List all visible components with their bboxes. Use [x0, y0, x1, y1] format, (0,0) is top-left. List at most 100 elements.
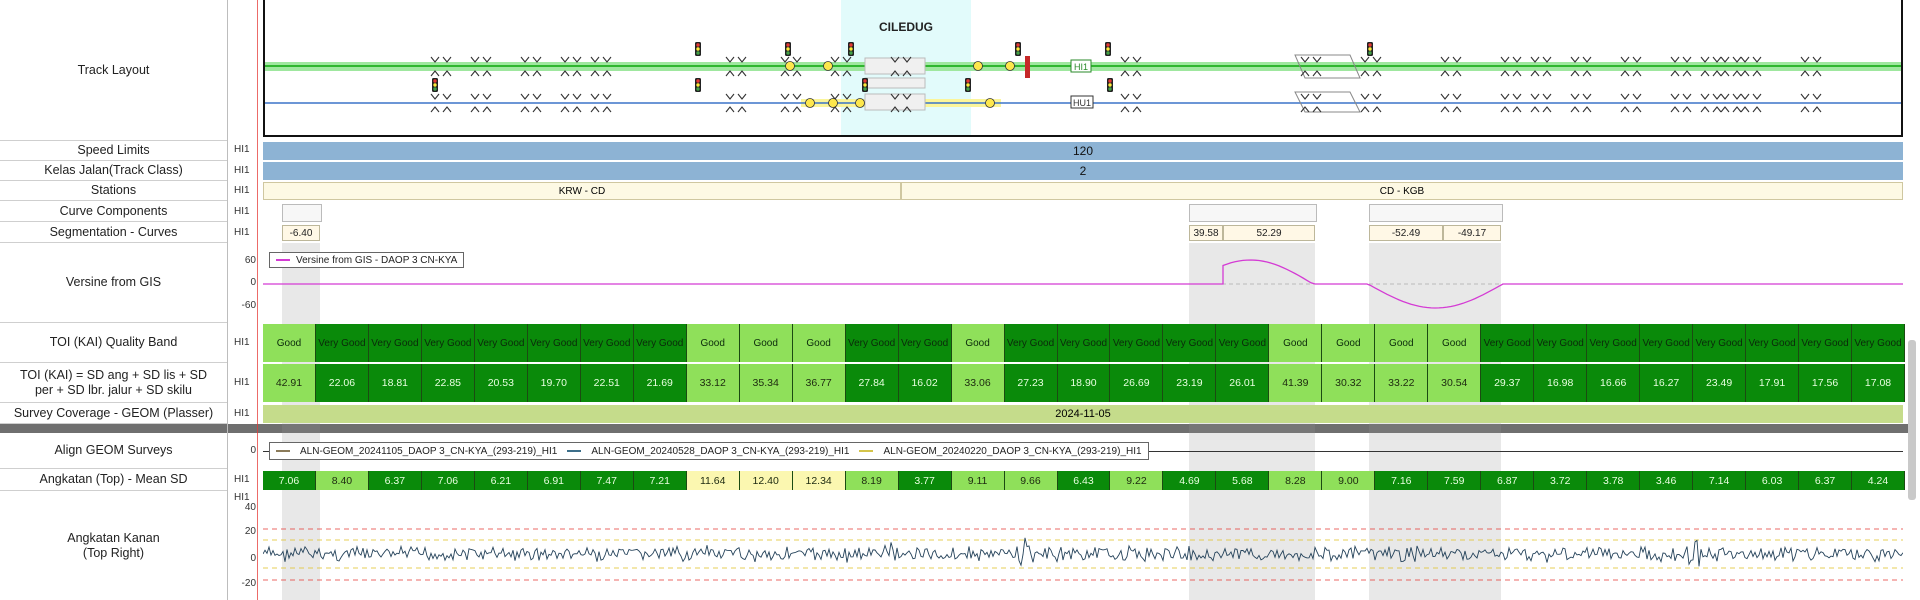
- toi-value-cell[interactable]: 27.23: [1004, 364, 1058, 402]
- toi-value-cell[interactable]: 30.54: [1428, 364, 1482, 402]
- angkatan-mean-cell[interactable]: 6.37: [368, 471, 422, 490]
- angkatan-mean-cell[interactable]: 7.47: [580, 471, 634, 490]
- toi-band-cell[interactable]: Good: [1322, 324, 1376, 362]
- toi-value-cell[interactable]: 17.08: [1852, 364, 1905, 402]
- station-segment-2[interactable]: CD - KGB: [901, 182, 1903, 200]
- angkatan-mean-cell[interactable]: 3.77: [898, 471, 952, 490]
- angkatan-mean-cell[interactable]: 3.78: [1587, 471, 1641, 490]
- angkatan-mean-cell[interactable]: 7.21: [633, 471, 687, 490]
- toi-band-cell[interactable]: Very Good: [1163, 324, 1217, 362]
- toi-band-cell[interactable]: Very Good: [1110, 324, 1164, 362]
- toi-value-cell[interactable]: 16.66: [1587, 364, 1641, 402]
- toi-band-cell[interactable]: Very Good: [1534, 324, 1588, 362]
- survey-coverage-bar[interactable]: 2024-11-05: [263, 405, 1903, 423]
- angkatan-mean-cell[interactable]: 6.37: [1799, 471, 1853, 490]
- station-segment-1[interactable]: KRW - CD: [263, 182, 901, 200]
- toi-value-cell[interactable]: 23.19: [1163, 364, 1217, 402]
- toi-value-cell[interactable]: 33.06: [951, 364, 1005, 402]
- angkatan-mean-cell[interactable]: 6.87: [1481, 471, 1535, 490]
- toi-value-cell[interactable]: 18.81: [368, 364, 422, 402]
- toi-band-cell[interactable]: Good: [263, 324, 316, 362]
- toi-value-cell[interactable]: 22.85: [421, 364, 475, 402]
- toi-value-cell[interactable]: 16.02: [898, 364, 952, 402]
- angkatan-mean-cell[interactable]: 6.43: [1057, 471, 1111, 490]
- angkatan-mean-cell[interactable]: 3.46: [1640, 471, 1694, 490]
- curve-component-1[interactable]: [282, 204, 322, 222]
- toi-value-cell[interactable]: 22.51: [580, 364, 634, 402]
- curve-seg-3[interactable]: 52.29: [1223, 225, 1315, 241]
- toi-band-cell[interactable]: Very Good: [1746, 324, 1800, 362]
- toi-value-cell[interactable]: 35.34: [739, 364, 793, 402]
- curve-component-3[interactable]: [1369, 204, 1503, 222]
- toi-band-cell[interactable]: Very Good: [1216, 324, 1270, 362]
- speed-limit-bar[interactable]: 120: [263, 142, 1903, 160]
- versine-chart[interactable]: [263, 246, 1903, 322]
- toi-band-cell[interactable]: Good: [1375, 324, 1429, 362]
- toi-band-cell[interactable]: Very Good: [1587, 324, 1641, 362]
- toi-value-cell[interactable]: 20.53: [474, 364, 528, 402]
- toi-band-cell[interactable]: Very Good: [1057, 324, 1111, 362]
- curve-seg-5[interactable]: -49.17: [1443, 225, 1501, 241]
- toi-value-cell[interactable]: 16.27: [1640, 364, 1694, 402]
- toi-value-cell[interactable]: 19.70: [527, 364, 581, 402]
- toi-band-cell[interactable]: Good: [739, 324, 793, 362]
- toi-band-cell[interactable]: Very Good: [315, 324, 369, 362]
- toi-value-cell[interactable]: 23.49: [1693, 364, 1747, 402]
- angkatan-mean-cell[interactable]: 12.40: [739, 471, 793, 490]
- angkatan-mean-cell[interactable]: 4.69: [1163, 471, 1217, 490]
- angkatan-mean-cell[interactable]: 7.06: [263, 471, 316, 490]
- toi-band-cell[interactable]: Very Good: [580, 324, 634, 362]
- angkatan-mean-cell[interactable]: 6.03: [1746, 471, 1800, 490]
- angkatan-mean-cell[interactable]: 8.28: [1269, 471, 1323, 490]
- curve-seg-2[interactable]: 39.58: [1189, 225, 1223, 241]
- angkatan-mean-cell[interactable]: 3.72: [1534, 471, 1588, 490]
- toi-value-cell[interactable]: 16.98: [1534, 364, 1588, 402]
- toi-value-cell[interactable]: 18.90: [1057, 364, 1111, 402]
- angkatan-mean-cell[interactable]: 11.64: [686, 471, 740, 490]
- toi-value-cell[interactable]: 27.84: [845, 364, 899, 402]
- angkatan-mean-cell[interactable]: 8.40: [315, 471, 369, 490]
- toi-band-cell[interactable]: Very Good: [633, 324, 687, 362]
- toi-band-cell[interactable]: Very Good: [421, 324, 475, 362]
- toi-band-cell[interactable]: Very Good: [1481, 324, 1535, 362]
- angkatan-mean-cell[interactable]: 7.14: [1693, 471, 1747, 490]
- toi-band-cell[interactable]: Good: [686, 324, 740, 362]
- track-class-bar[interactable]: 2: [263, 162, 1903, 180]
- curve-component-2[interactable]: [1189, 204, 1317, 222]
- toi-band-cell[interactable]: Very Good: [368, 324, 422, 362]
- toi-value-cell[interactable]: 42.91: [263, 364, 316, 402]
- angkatan-mean-cell[interactable]: 7.16: [1375, 471, 1429, 490]
- track-layout-panel[interactable]: CILEDUG HI1 HU1: [263, 0, 1903, 137]
- toi-band-cell[interactable]: Very Good: [1640, 324, 1694, 362]
- toi-band-cell[interactable]: Good: [1428, 324, 1482, 362]
- toi-value-cell[interactable]: 30.32: [1322, 364, 1376, 402]
- toi-value-cell[interactable]: 17.91: [1746, 364, 1800, 402]
- angkatan-mean-cell[interactable]: 7.06: [421, 471, 475, 490]
- toi-band-cell[interactable]: Good: [1269, 324, 1323, 362]
- toi-band-cell[interactable]: Very Good: [1004, 324, 1058, 362]
- toi-band-cell[interactable]: Very Good: [898, 324, 952, 362]
- toi-value-cell[interactable]: 36.77: [792, 364, 846, 402]
- angkatan-mean-cell[interactable]: 9.66: [1004, 471, 1058, 490]
- angkatan-mean-cell[interactable]: 6.21: [474, 471, 528, 490]
- toi-band-cell[interactable]: Very Good: [1693, 324, 1747, 362]
- toi-value-cell[interactable]: 26.01: [1216, 364, 1270, 402]
- angkatan-mean-cell[interactable]: 5.68: [1216, 471, 1270, 490]
- angkatan-mean-cell[interactable]: 9.11: [951, 471, 1005, 490]
- angkatan-mean-cell[interactable]: 6.91: [527, 471, 581, 490]
- angkatan-kanan-chart[interactable]: [263, 492, 1903, 600]
- toi-value-cell[interactable]: 33.22: [1375, 364, 1429, 402]
- angkatan-mean-cell[interactable]: 8.19: [845, 471, 899, 490]
- toi-value-cell[interactable]: 26.69: [1110, 364, 1164, 402]
- vertical-scrollbar[interactable]: [1908, 340, 1916, 500]
- toi-band-cell[interactable]: Very Good: [845, 324, 899, 362]
- toi-value-cell[interactable]: 41.39: [1269, 364, 1323, 402]
- toi-value-cell[interactable]: 29.37: [1481, 364, 1535, 402]
- toi-value-cell[interactable]: 17.56: [1799, 364, 1853, 402]
- angkatan-mean-cell[interactable]: 12.34: [792, 471, 846, 490]
- toi-value-cell[interactable]: 33.12: [686, 364, 740, 402]
- curve-seg-4[interactable]: -52.49: [1369, 225, 1443, 241]
- toi-band-cell[interactable]: Good: [951, 324, 1005, 362]
- toi-value-cell[interactable]: 22.06: [315, 364, 369, 402]
- position-cursor[interactable]: [257, 0, 258, 600]
